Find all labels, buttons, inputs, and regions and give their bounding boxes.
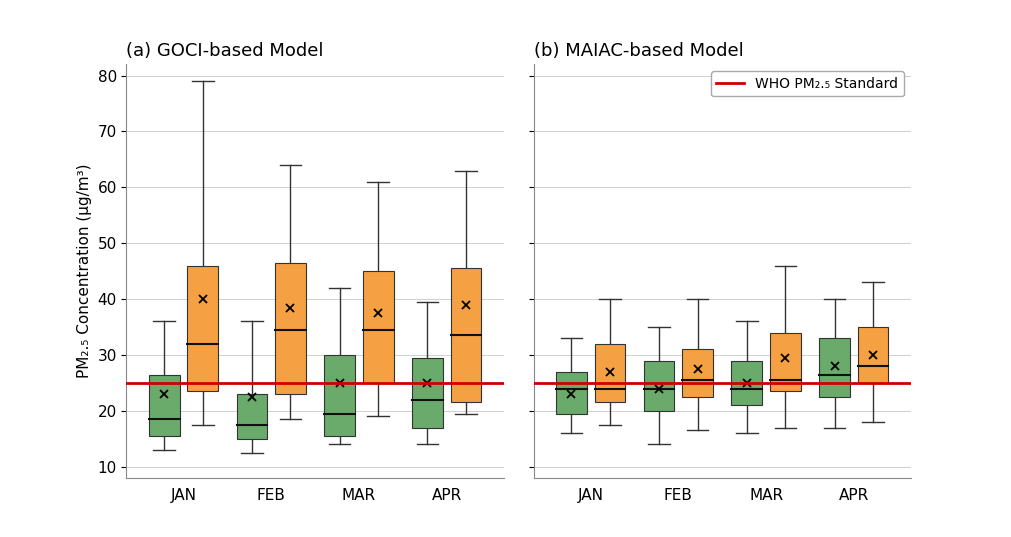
Bar bbox=[450, 268, 481, 403]
Bar bbox=[555, 372, 586, 413]
Text: (b) MAIAC-based Model: (b) MAIAC-based Model bbox=[533, 42, 743, 60]
Bar bbox=[643, 360, 673, 411]
Bar bbox=[187, 266, 218, 391]
Bar bbox=[275, 263, 305, 394]
Bar bbox=[769, 332, 800, 391]
Bar bbox=[363, 271, 393, 383]
Bar bbox=[681, 350, 713, 397]
Bar bbox=[149, 375, 179, 436]
Y-axis label: PM₂.₅ Concentration (μg/m³): PM₂.₅ Concentration (μg/m³) bbox=[77, 164, 92, 379]
Bar bbox=[818, 338, 849, 397]
Text: (a) GOCI-based Model: (a) GOCI-based Model bbox=[126, 42, 324, 60]
Bar bbox=[731, 360, 761, 405]
Bar bbox=[594, 344, 625, 403]
Bar bbox=[324, 355, 355, 436]
Bar bbox=[857, 327, 888, 383]
Bar bbox=[237, 394, 267, 439]
Legend: WHO PM₂.₅ Standard: WHO PM₂.₅ Standard bbox=[710, 71, 903, 97]
Bar bbox=[411, 358, 442, 427]
